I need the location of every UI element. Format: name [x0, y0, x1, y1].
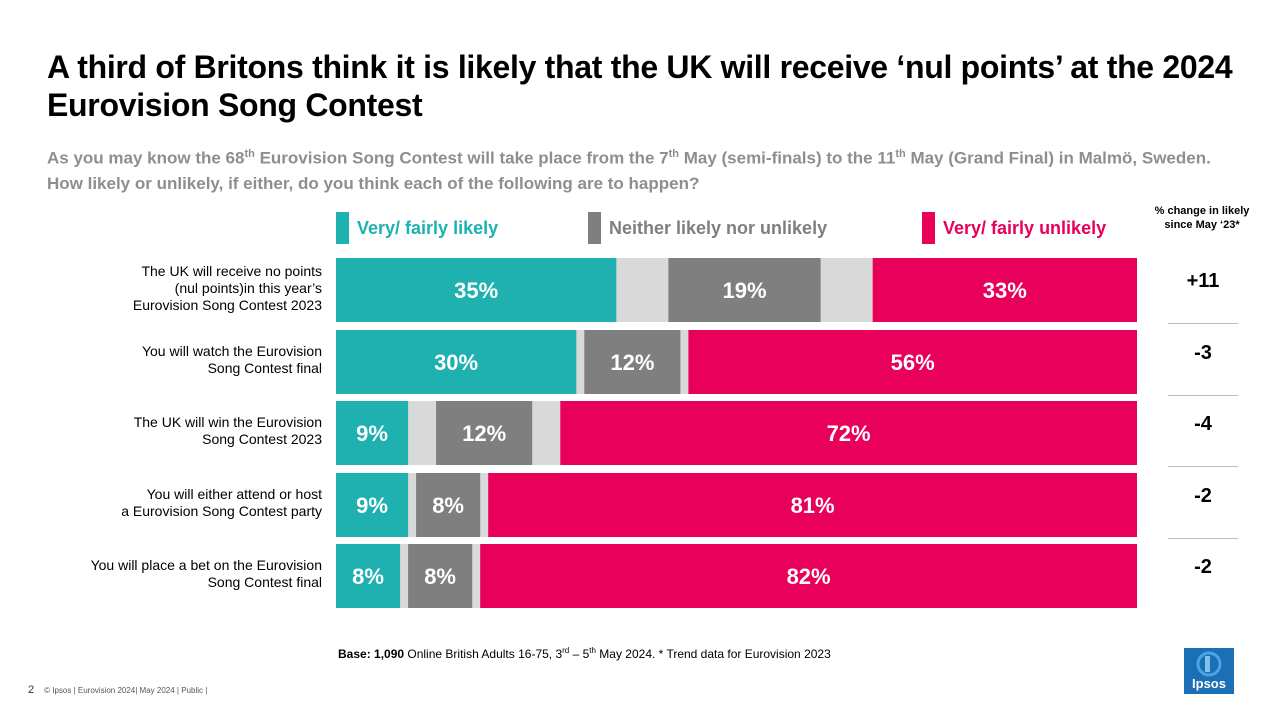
data-label-neither-row-4: 8% [432, 493, 464, 518]
base-note: Base: 1,090 Online British Adults 16-75,… [338, 646, 831, 661]
bar-neither-row-5 [408, 544, 473, 608]
bar-unlikely-row-4 [488, 473, 1137, 537]
change-divider-3 [1168, 466, 1238, 467]
footer-text: © Ipsos | Eurovision 2024| May 2024 | Pu… [44, 686, 208, 695]
row-label-3: The UK will win the Eurovision Song Conte… [40, 414, 322, 448]
bar-neither-row-1 [668, 258, 821, 322]
data-label-likely-row-1: 35% [454, 278, 498, 303]
data-label-likely-row-3: 9% [356, 421, 388, 446]
subtitle-text-4: May (Grand Final) in Malmö, Sweden. How … [47, 148, 1211, 193]
data-label-likely-row-4: 9% [356, 493, 388, 518]
subtitle-text-2: Eurovision Song Contest will take place … [254, 148, 669, 168]
change-value-row-1: +11 [1186, 270, 1220, 292]
data-label-unlikely-row-3: 72% [827, 421, 871, 446]
legend: Very/ fairly likely Neither likely nor u… [0, 212, 1140, 244]
legend-label-likely: Very/ fairly likely [357, 217, 499, 238]
legend-swatch-unlikely [922, 212, 935, 244]
page-number: 2 [28, 684, 35, 696]
bar-unlikely-row-3 [560, 401, 1137, 465]
bar-likely-row-1 [336, 258, 617, 322]
data-label-neither-row-3: 12% [462, 421, 506, 446]
row-label-4-line-2: a Eurovision Song Contest party [121, 503, 322, 519]
subtitle-text-1: As you may know the 68 [47, 148, 245, 168]
data-label-neither-row-2: 12% [610, 350, 654, 375]
legend-item-likely: Very/ fairly likely [336, 212, 498, 244]
row-label-1-line-3: Eurovision Song Contest 2023 [132, 296, 322, 313]
row-label-2: You will watch the Eurovision Song Contes… [40, 343, 322, 377]
change-divider-4 [1168, 538, 1238, 539]
base-note-sup-2: th [589, 646, 596, 655]
row-label-4-line-1: You will either attend or host [146, 486, 322, 502]
base-note-sup-1: rd [562, 646, 570, 655]
row-label-1: The UK will receive no points (nul points… [40, 263, 322, 314]
change-divider-1 [1168, 323, 1238, 324]
change-column-header: % change in likely since May ‘23* [1154, 205, 1250, 231]
ipsos-logo-mark-icon [1196, 651, 1222, 677]
change-value-row-2: -3 [1194, 342, 1212, 364]
base-note-text-2: – 5 [569, 647, 590, 661]
legend-label-neither: Neither likely nor unlikely [609, 217, 828, 238]
bar-unlikely-row-5 [480, 544, 1137, 608]
subtitle: As you may know the 68th Eurovision Song… [47, 142, 1247, 196]
row-label-4: You will either attend or host a Eurovisi… [40, 486, 322, 520]
data-label-unlikely-row-4: 81% [791, 493, 835, 518]
page-title: A third of Britons think it is likely th… [47, 49, 1233, 123]
legend-swatch-neither [588, 212, 601, 244]
bar-unlikely-row-1 [872, 258, 1137, 322]
footer: 2 © Ipsos | Eurovision 2024| May 2024 | P… [28, 684, 207, 696]
change-value-row-4: -2 [1194, 485, 1212, 507]
row-label-3-line-1: The UK will win the Eurovision [133, 414, 322, 430]
row-label-5-line-1: You will place a bet on the Eurovision [90, 557, 322, 573]
change-value-row-3: -4 [1194, 413, 1212, 435]
legend-label-unlikely: Very/ fairly unlikely [943, 217, 1107, 238]
bar-neither-row-3 [436, 401, 533, 465]
bar-neither-row-2 [584, 330, 681, 394]
legend-item-unlikely: Very/ fairly unlikely [922, 212, 1106, 244]
base-note-text-3: May 2024. * Trend data for Eurovision 20… [595, 647, 831, 661]
data-label-unlikely-row-1: 33% [983, 278, 1027, 303]
row-label-5-line-2: Song Contest final [207, 574, 322, 590]
row-label-2-line-1: You will watch the Eurovision [141, 343, 322, 359]
data-label-unlikely-row-2: 56% [891, 350, 935, 375]
row-label-5: You will place a bet on the Eurovision So… [40, 557, 322, 591]
data-label-neither-row-1: 19% [722, 278, 766, 303]
base-note-text: Online British Adults 16-75, 3 [404, 647, 563, 661]
subtitle-sup-3: th [895, 148, 906, 160]
subtitle-text-3: May (semi-finals) to the 11 [678, 148, 896, 168]
legend-swatch-likely [336, 212, 349, 244]
change-divider-2 [1168, 395, 1238, 396]
data-label-likely-row-5: 8% [352, 564, 384, 589]
bar-unlikely-row-2 [688, 330, 1137, 394]
subtitle-sup-1: th [244, 148, 255, 160]
bar-likely-row-3 [336, 401, 409, 465]
bar-likely-row-4 [336, 473, 409, 537]
ipsos-logo-text: Ipsos [1192, 676, 1226, 691]
row-label-3-line-2: Song Contest 2023 [202, 431, 322, 447]
bar-likely-row-2 [336, 330, 577, 394]
change-value-row-5: -2 [1194, 556, 1212, 578]
data-label-neither-row-5: 8% [424, 564, 456, 589]
ipsos-logo: Ipsos [1184, 648, 1234, 694]
row-label-2-line-2: Song Contest final [207, 360, 322, 376]
bar-likely-row-5 [336, 544, 401, 608]
subtitle-sup-2: th [668, 148, 679, 160]
data-label-unlikely-row-5: 82% [787, 564, 831, 589]
row-label-1-line-1: The UK will receive no points [141, 262, 322, 279]
row-label-1-line-2: (nul points)in this year’s [174, 279, 322, 296]
data-label-likely-row-2: 30% [434, 350, 478, 375]
base-note-bold: Base: 1,090 [338, 647, 405, 661]
legend-item-neither: Neither likely nor unlikely [588, 212, 827, 244]
bar-neither-row-4 [416, 473, 481, 537]
